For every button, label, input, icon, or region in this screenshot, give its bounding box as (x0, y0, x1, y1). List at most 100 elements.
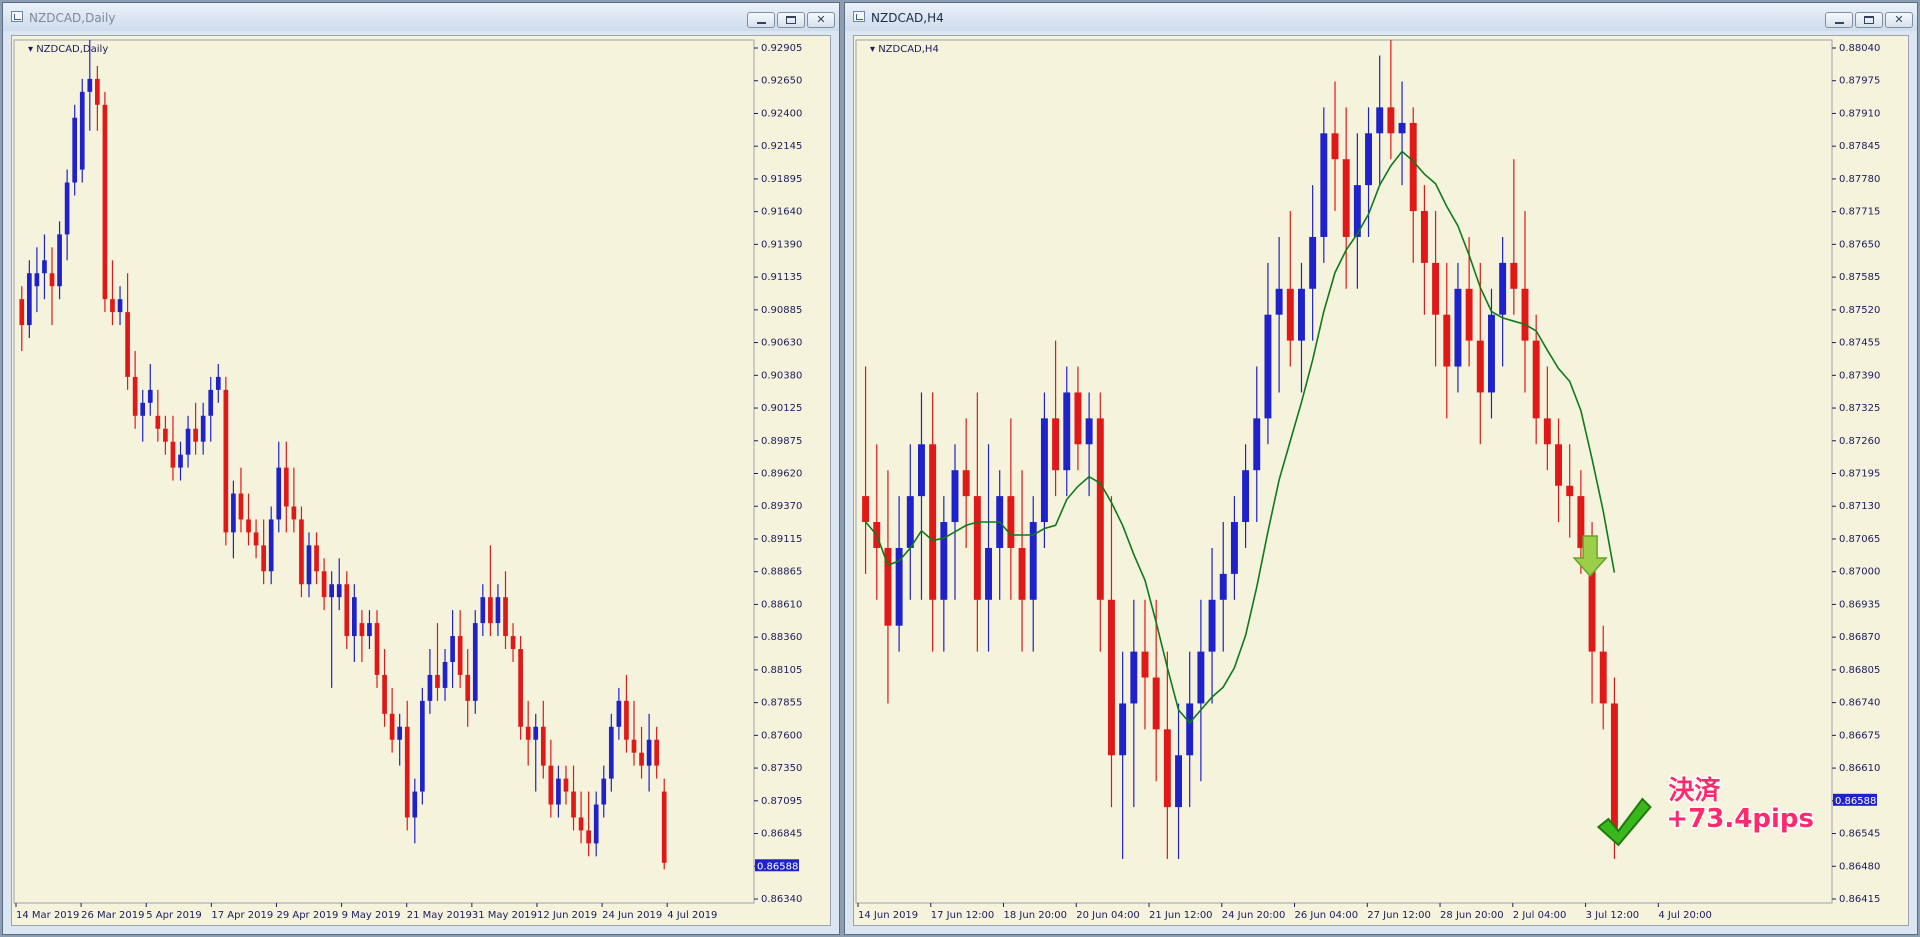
candle (178, 441, 183, 481)
candle-body (1387, 107, 1395, 134)
y-tick-label: 0.91135 (761, 272, 802, 283)
candle-body (601, 778, 607, 805)
candle (1555, 418, 1562, 523)
candle-body (593, 804, 599, 844)
x-tick-label: 21 May 2019 (407, 910, 472, 921)
y-tick-label: 0.90380 (761, 370, 802, 381)
candle-body (397, 726, 403, 740)
maximize-button[interactable] (1855, 12, 1883, 28)
candle (79, 78, 85, 183)
candle-body (283, 467, 289, 507)
candle-body (578, 817, 584, 831)
candle (1186, 651, 1194, 808)
candle (253, 519, 259, 559)
candle-body (178, 454, 183, 468)
minimize-button[interactable] (1825, 12, 1853, 28)
candle-body (884, 547, 892, 626)
candle (503, 571, 508, 650)
x-tick-label: 9 May 2019 (342, 910, 401, 921)
candle-body (1566, 485, 1574, 497)
candle (1096, 392, 1104, 652)
candle-body (351, 597, 357, 637)
y-tick-label: 0.91640 (761, 207, 802, 218)
settlement-label: 決済 (1668, 775, 1721, 806)
minimize-button[interactable] (747, 12, 775, 28)
candle (1264, 262, 1272, 445)
candle (1108, 496, 1115, 808)
candle-body (170, 441, 176, 468)
maximize-button[interactable] (777, 12, 805, 28)
candle-body (223, 389, 229, 533)
candle (1230, 496, 1238, 600)
candle-body (1499, 262, 1507, 315)
candle-body (1543, 418, 1551, 445)
candle (276, 441, 282, 533)
candle-body (1074, 392, 1082, 445)
candle (246, 493, 251, 546)
candle (1387, 40, 1395, 160)
candle (64, 169, 70, 261)
candle-body (102, 104, 108, 300)
candle (1320, 107, 1328, 263)
candle (1208, 547, 1216, 704)
x-tick-label: 18 Jun 20:00 (1004, 910, 1068, 921)
close-button[interactable]: ✕ (1885, 12, 1913, 28)
candle (95, 65, 100, 131)
candle-body (1398, 122, 1406, 134)
price-chart[interactable]: ▾ NZDCAD,Daily 0.92905 0.92650 0.92400 0.921… (11, 35, 831, 926)
candle (1420, 185, 1428, 315)
candle (1040, 392, 1048, 548)
candle-body (624, 700, 629, 740)
candle-body (1577, 496, 1585, 548)
candle-body (238, 493, 244, 520)
candle-body (1376, 107, 1384, 134)
arrow-shape (1572, 535, 1608, 578)
candlestick-chart-h4[interactable]: ▾ NZDCAD,H4 0.88040 0.87975 0.87910 0.87845 0… (854, 36, 1909, 926)
candle (1342, 107, 1350, 289)
candle-body (1521, 288, 1529, 341)
candle-body (518, 649, 523, 727)
close-icon: ✕ (816, 13, 826, 26)
y-tick-label: 0.87195 (1839, 469, 1880, 480)
window-titlebar[interactable]: NZDCAD,Daily ✕ (3, 3, 839, 31)
candle (200, 402, 206, 455)
y-tick-label: 0.86740 (1839, 698, 1880, 709)
candle (261, 519, 266, 585)
x-tick-label: 17 Jun 12:00 (931, 910, 995, 921)
chart-window-icon (853, 11, 865, 22)
y-tick-label: 0.90125 (761, 403, 802, 414)
moving-average-line (864, 150, 1616, 725)
y-tick-label: 0.87845 (1839, 141, 1880, 152)
candle (314, 532, 319, 585)
candle-body (261, 545, 266, 572)
candle-body (1108, 599, 1115, 756)
candle (1063, 366, 1071, 497)
window-titlebar[interactable]: NZDCAD,H4 ✕ (845, 3, 1917, 31)
candle (223, 376, 229, 546)
candle (996, 470, 1004, 600)
chart-window-daily[interactable]: NZDCAD,Daily ✕ ▾ NZDCAD,Daily 0.92905 0.92… (2, 2, 840, 935)
price-chart[interactable]: ▾ NZDCAD,H4 0.88040 0.87975 0.87910 0.87845 0… (853, 35, 1909, 926)
candle-body (117, 299, 123, 313)
candle (185, 415, 191, 468)
candle (1119, 651, 1127, 859)
candle-body (1029, 522, 1037, 600)
close-button[interactable]: ✕ (807, 12, 835, 28)
candle-body (1365, 133, 1372, 186)
candle (533, 713, 539, 792)
candle-body (246, 519, 251, 533)
candle (215, 363, 221, 403)
candle (608, 713, 614, 792)
chart-window-h4[interactable]: NZDCAD,H4 ✕ ▾ NZDCAD,H4 0.88040 0.87975 0.8… (844, 2, 1918, 935)
candle (1141, 599, 1149, 730)
candlestick-chart-daily[interactable]: ▾ NZDCAD,Daily 0.92905 0.92650 0.92400 0.921… (12, 36, 831, 926)
candle (110, 260, 115, 326)
candle-body (1085, 418, 1093, 445)
candle (571, 765, 576, 831)
candle-body (586, 830, 591, 844)
candle (268, 506, 274, 585)
candle (873, 444, 881, 600)
candle-body (404, 726, 410, 818)
candle-body (503, 597, 508, 637)
candle (1376, 55, 1384, 186)
